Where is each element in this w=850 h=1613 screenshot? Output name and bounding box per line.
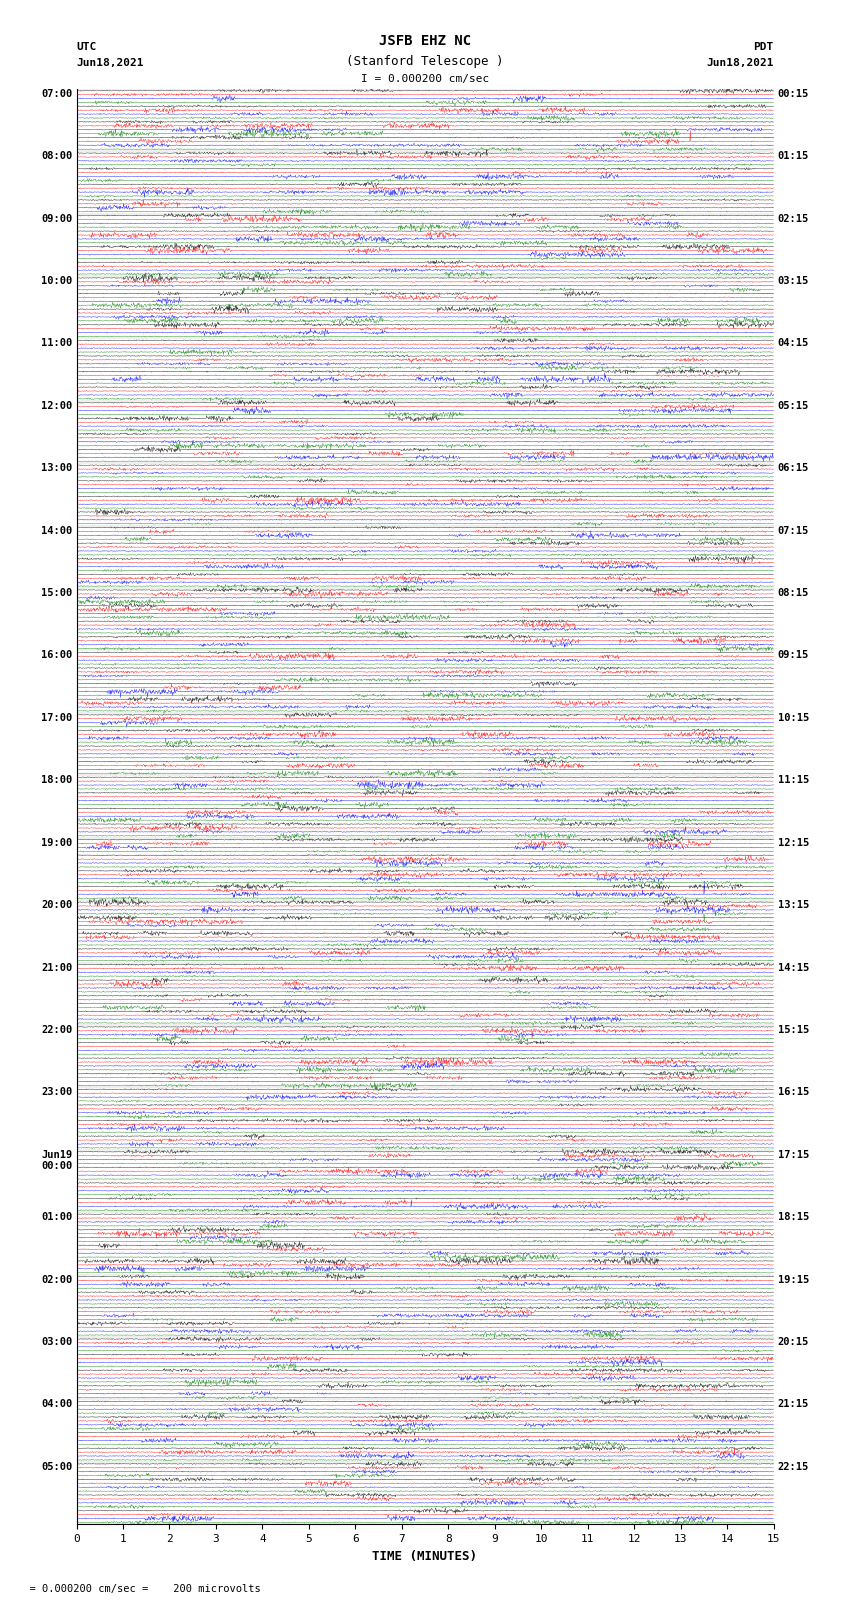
Text: Jun19
00:00: Jun19 00:00 — [41, 1150, 72, 1171]
Text: 00:15: 00:15 — [778, 89, 809, 98]
Text: 01:00: 01:00 — [41, 1213, 72, 1223]
Text: 03:00: 03:00 — [41, 1337, 72, 1347]
Text: I = 0.000200 cm/sec: I = 0.000200 cm/sec — [361, 74, 489, 84]
X-axis label: TIME (MINUTES): TIME (MINUTES) — [372, 1550, 478, 1563]
Text: 12:00: 12:00 — [41, 400, 72, 411]
Text: Jun18,2021: Jun18,2021 — [706, 58, 774, 68]
Text: 04:15: 04:15 — [778, 339, 809, 348]
Text: 21:00: 21:00 — [41, 963, 72, 973]
Text: 18:00: 18:00 — [41, 776, 72, 786]
Text: 16:15: 16:15 — [778, 1087, 809, 1097]
Text: 17:15: 17:15 — [778, 1150, 809, 1160]
Text: 17:00: 17:00 — [41, 713, 72, 723]
Text: 15:00: 15:00 — [41, 589, 72, 598]
Text: 22:00: 22:00 — [41, 1024, 72, 1036]
Text: 05:15: 05:15 — [778, 400, 809, 411]
Text: (Stanford Telescope ): (Stanford Telescope ) — [346, 55, 504, 68]
Text: 08:00: 08:00 — [41, 152, 72, 161]
Text: PDT: PDT — [753, 42, 774, 52]
Text: 10:00: 10:00 — [41, 276, 72, 286]
Text: 20:00: 20:00 — [41, 900, 72, 910]
Text: JSFB EHZ NC: JSFB EHZ NC — [379, 34, 471, 48]
Text: 11:00: 11:00 — [41, 339, 72, 348]
Text: 06:15: 06:15 — [778, 463, 809, 473]
Text: 18:15: 18:15 — [778, 1213, 809, 1223]
Text: 20:15: 20:15 — [778, 1337, 809, 1347]
Text: Jun18,2021: Jun18,2021 — [76, 58, 144, 68]
Text: = 0.000200 cm/sec =    200 microvolts: = 0.000200 cm/sec = 200 microvolts — [17, 1584, 261, 1594]
Text: UTC: UTC — [76, 42, 97, 52]
Text: 12:15: 12:15 — [778, 837, 809, 848]
Text: 03:15: 03:15 — [778, 276, 809, 286]
Text: 19:00: 19:00 — [41, 837, 72, 848]
Text: 07:00: 07:00 — [41, 89, 72, 98]
Text: 02:00: 02:00 — [41, 1274, 72, 1284]
Text: 10:15: 10:15 — [778, 713, 809, 723]
Text: 23:00: 23:00 — [41, 1087, 72, 1097]
Text: 21:15: 21:15 — [778, 1400, 809, 1410]
Text: 14:15: 14:15 — [778, 963, 809, 973]
Text: 11:15: 11:15 — [778, 776, 809, 786]
Text: 13:15: 13:15 — [778, 900, 809, 910]
Text: 13:00: 13:00 — [41, 463, 72, 473]
Text: 14:00: 14:00 — [41, 526, 72, 536]
Text: 15:15: 15:15 — [778, 1024, 809, 1036]
Text: 19:15: 19:15 — [778, 1274, 809, 1284]
Text: 05:00: 05:00 — [41, 1461, 72, 1473]
Text: 07:15: 07:15 — [778, 526, 809, 536]
Text: 04:00: 04:00 — [41, 1400, 72, 1410]
Text: 16:00: 16:00 — [41, 650, 72, 660]
Text: 22:15: 22:15 — [778, 1461, 809, 1473]
Text: 02:15: 02:15 — [778, 213, 809, 224]
Text: 08:15: 08:15 — [778, 589, 809, 598]
Text: 09:15: 09:15 — [778, 650, 809, 660]
Text: 09:00: 09:00 — [41, 213, 72, 224]
Text: 01:15: 01:15 — [778, 152, 809, 161]
